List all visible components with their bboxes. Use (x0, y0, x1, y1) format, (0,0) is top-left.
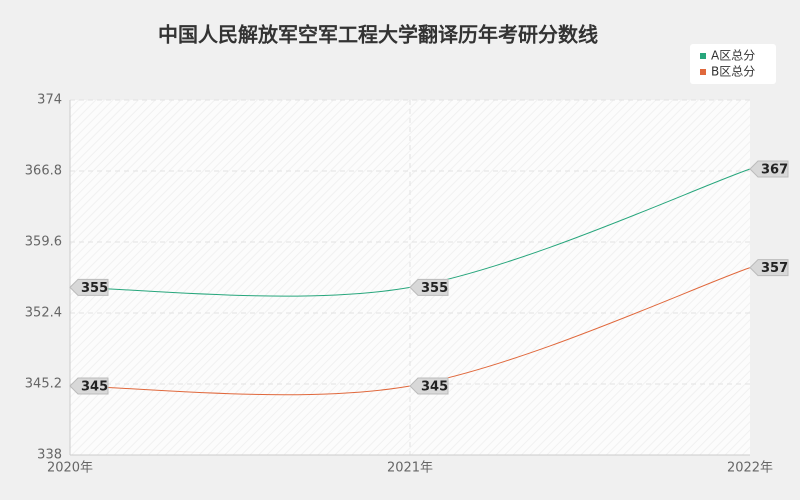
value-label-box (69, 377, 109, 395)
y-tick-label: 352.4 (25, 306, 62, 321)
legend-label[interactable]: B区总分 (711, 65, 755, 79)
value-label-box (749, 160, 789, 178)
legend-swatch (700, 69, 706, 75)
value-label: 355 (81, 281, 108, 296)
y-tick-label: 359.6 (25, 235, 62, 250)
y-tick-label: 338 (37, 448, 62, 463)
value-label: 345 (421, 379, 448, 394)
legend-box (690, 44, 776, 84)
x-tick-label: 2020年 (47, 461, 93, 476)
y-tick-label: 345.2 (25, 377, 62, 392)
y-tick-label: 366.8 (25, 164, 62, 179)
plot-area (70, 100, 750, 455)
x-tick-label: 2021年 (387, 461, 433, 476)
value-label: 367 (761, 163, 788, 178)
value-label: 355 (421, 281, 448, 296)
value-label: 357 (761, 261, 788, 276)
value-label-box (409, 377, 449, 395)
legend-swatch (700, 53, 706, 59)
value-label-box (749, 259, 789, 277)
chart-title: 中国人民解放军空军工程大学翻译历年考研分数线 (158, 23, 598, 47)
y-tick-label: 374 (37, 93, 62, 108)
legend-label[interactable]: A区总分 (711, 49, 755, 63)
value-label-box (69, 278, 109, 296)
value-label: 345 (81, 379, 108, 394)
x-tick-label: 2022年 (727, 461, 773, 476)
value-label-box (409, 278, 449, 296)
